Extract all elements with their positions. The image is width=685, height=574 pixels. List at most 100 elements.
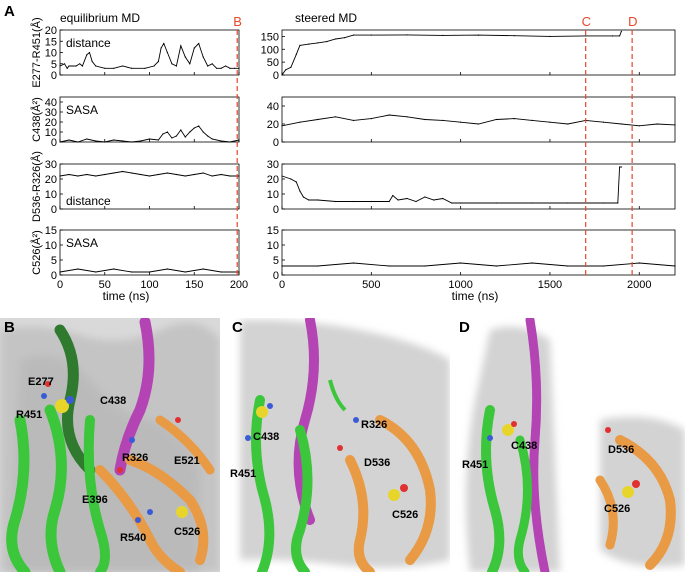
data-point (388, 200, 390, 203)
data-point (531, 202, 533, 204)
data-point (619, 35, 621, 37)
data-point (567, 265, 569, 267)
y-tick-label: 10 (267, 189, 279, 201)
data-point (122, 140, 124, 142)
data-point (95, 175, 97, 177)
x-tick-label: 2000 (627, 279, 651, 291)
x-tick-label: 100 (140, 279, 158, 291)
data-point (88, 51, 91, 54)
panel-label-a: A (4, 3, 15, 20)
data-point (59, 65, 61, 67)
data-point (220, 67, 222, 69)
data-point (602, 202, 605, 204)
data-point (113, 67, 115, 69)
series-line (281, 166, 622, 204)
plot-inner-label: distance (66, 36, 111, 50)
data-point (140, 140, 142, 142)
data-point (163, 42, 165, 45)
data-point (317, 42, 319, 44)
data-point (184, 271, 186, 273)
data-point (63, 63, 66, 65)
data-point (59, 175, 61, 177)
data-point (95, 65, 97, 67)
data-point (638, 262, 640, 264)
data-point (290, 66, 292, 68)
y-tick-label: 15 (267, 225, 279, 237)
y-axis-label: E277-R451(Å) (30, 17, 43, 87)
data-point (207, 135, 209, 137)
residue-labels-b: E277 R451 C438 R326 E521 E396 R540 C526 (16, 376, 200, 544)
y-axis-label: D536-R326(Å) (30, 151, 43, 222)
data-point (424, 196, 426, 198)
data-point (122, 170, 124, 173)
data-point (162, 133, 164, 135)
data-point (131, 141, 133, 143)
data-point (166, 172, 168, 174)
data-point (95, 140, 97, 142)
plot-inner-label: distance (66, 194, 111, 208)
y-tick-label: 0 (273, 70, 279, 82)
x-axis-label-right: time (ns) (452, 289, 499, 303)
data-point (302, 196, 304, 198)
data-point (433, 199, 435, 201)
y-tick-label: 0 (51, 137, 57, 149)
data-point (211, 63, 213, 65)
data-point (202, 131, 204, 133)
y-tick-label: 20 (267, 174, 279, 186)
data-point (281, 265, 283, 267)
data-point (220, 140, 222, 142)
data-point (513, 35, 515, 37)
data-point (513, 118, 515, 120)
y-tick-label: 0 (273, 204, 279, 216)
x-tick-label: 1500 (538, 279, 562, 291)
plot-frame (281, 29, 676, 76)
data-point (531, 119, 533, 121)
data-point (175, 135, 177, 137)
data-point (202, 172, 204, 174)
data-point (131, 67, 133, 69)
data-point (193, 127, 195, 129)
data-point (140, 173, 142, 176)
data-point (495, 202, 497, 204)
event-markers: B C D (233, 14, 638, 275)
data-point (531, 262, 533, 264)
header-steered: steered MD (295, 11, 357, 25)
data-point (131, 271, 133, 273)
data-point (424, 265, 426, 267)
data-point (229, 175, 231, 177)
data-point (567, 123, 569, 125)
data-point (477, 123, 480, 125)
data-point (442, 119, 444, 121)
y-tick-label: 5 (51, 59, 57, 71)
y-tick-label: 10 (45, 127, 57, 139)
x-tick-label: 50 (99, 279, 111, 291)
data-point (68, 173, 70, 176)
data-point (166, 131, 168, 133)
data-point (86, 54, 88, 56)
data-point (620, 166, 623, 168)
data-point (95, 271, 97, 273)
data-point (171, 63, 173, 65)
x-tick-label: 500 (362, 279, 380, 291)
data-point (122, 65, 124, 67)
data-point (442, 197, 444, 200)
data-point (392, 194, 394, 197)
data-point (620, 30, 623, 32)
data-point (406, 34, 408, 36)
residue-label-e277: E277 (28, 376, 54, 388)
data-point (638, 125, 640, 127)
y-tick-label: 40 (45, 97, 57, 109)
data-point (77, 141, 79, 143)
data-point (184, 175, 186, 177)
data-point (238, 67, 240, 69)
data-point (585, 35, 587, 37)
data-point (343, 37, 346, 39)
data-point (299, 190, 301, 192)
residue-label-c438: C438 (511, 440, 537, 452)
data-point (144, 67, 146, 69)
y-tick-label: 20 (45, 117, 57, 129)
data-point (189, 63, 191, 65)
